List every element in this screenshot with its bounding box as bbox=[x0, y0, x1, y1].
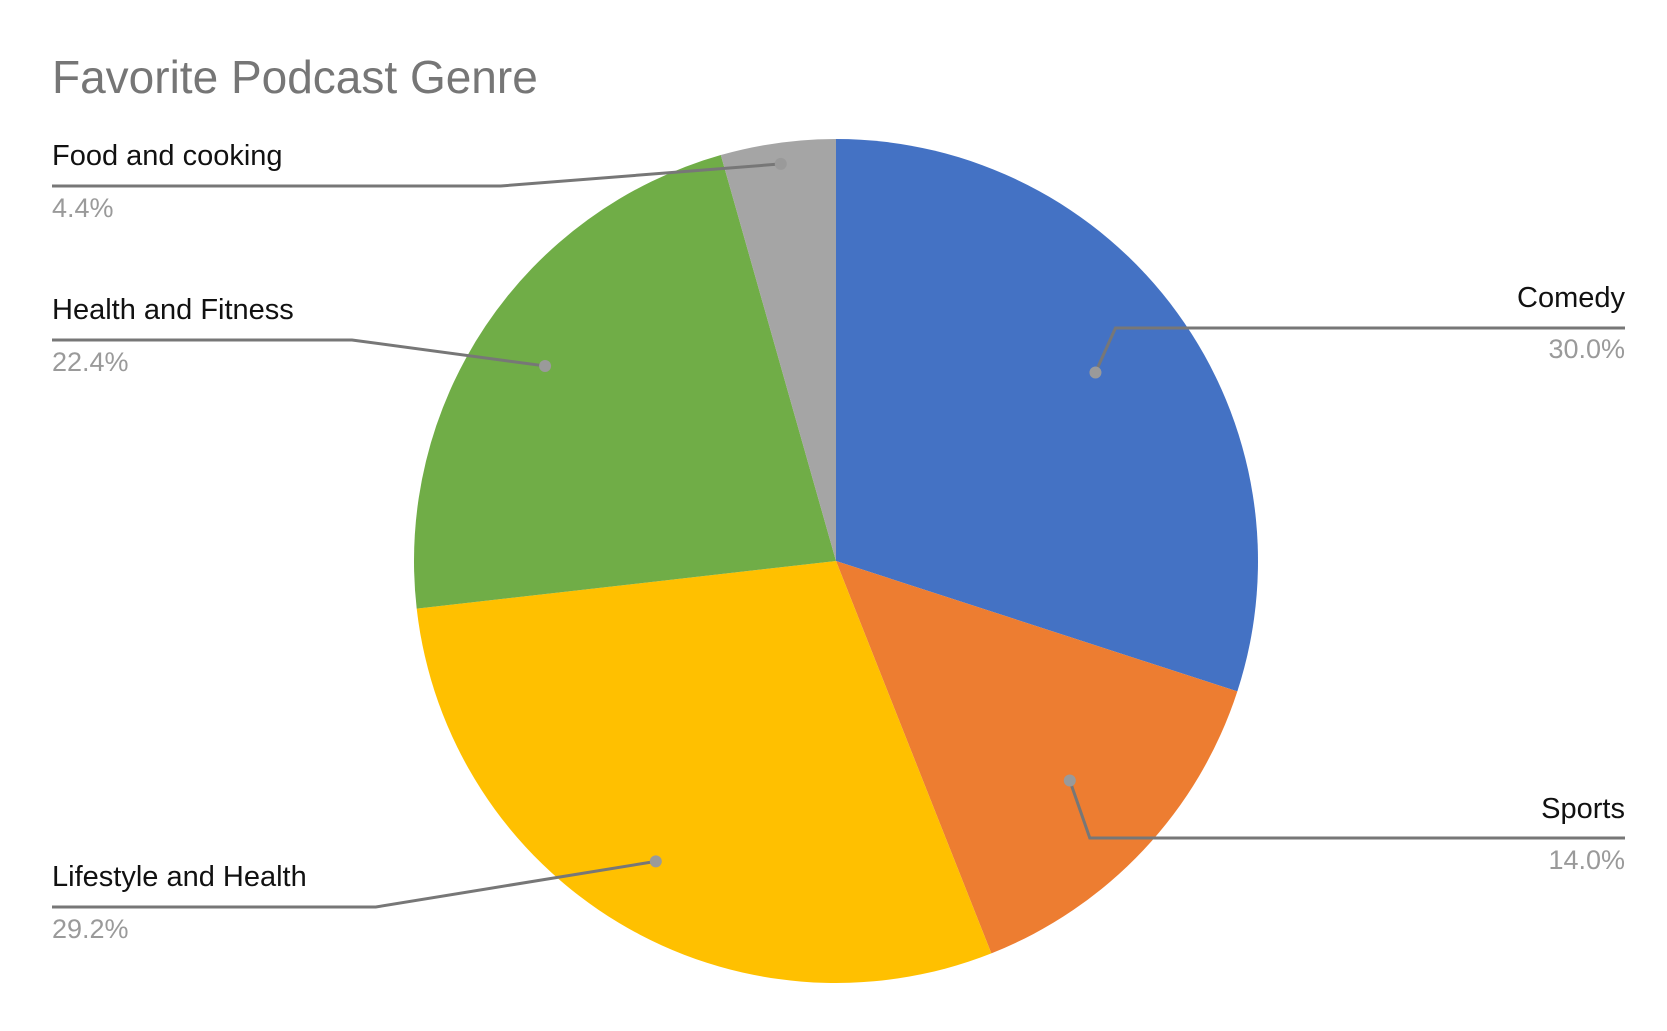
leader-dot bbox=[539, 359, 552, 372]
data-label-value: 4.4% bbox=[52, 193, 114, 223]
leader-line bbox=[52, 859, 657, 909]
data-label-value: 30.0% bbox=[1548, 334, 1625, 364]
leader-line bbox=[1068, 780, 1625, 840]
leader-line bbox=[1094, 326, 1625, 374]
leader-dot bbox=[649, 855, 662, 868]
data-label-category: Food and cooking bbox=[52, 140, 283, 172]
data-label-value: 29.2% bbox=[52, 914, 129, 944]
pie-slice-health-and-fitness bbox=[413, 155, 836, 609]
data-label-category: Sports bbox=[1541, 793, 1625, 825]
pie-slice-comedy bbox=[836, 139, 1258, 692]
data-label-category: Comedy bbox=[1517, 282, 1625, 314]
leader-line bbox=[52, 162, 781, 188]
data-label-value: 14.0% bbox=[1548, 845, 1625, 875]
pie-slice-sports bbox=[836, 561, 1238, 954]
data-label-value: 22.4% bbox=[52, 347, 129, 377]
data-label-category: Lifestyle and Health bbox=[52, 861, 307, 893]
chart-title: Favorite Podcast Genre bbox=[52, 51, 538, 103]
data-labels: Comedy 30.0% Sports 14.0% Lifestyle and Heal… bbox=[52, 140, 1625, 944]
leader-dot bbox=[1063, 774, 1076, 787]
leader-line bbox=[52, 338, 546, 368]
leader-dot bbox=[774, 157, 787, 170]
pie-slice-food-and-cooking bbox=[720, 139, 836, 561]
leader-lines bbox=[52, 157, 1625, 909]
data-label-category: Health and Fitness bbox=[52, 294, 294, 326]
leader-dot bbox=[1089, 366, 1102, 379]
pie-slices bbox=[413, 139, 1258, 984]
